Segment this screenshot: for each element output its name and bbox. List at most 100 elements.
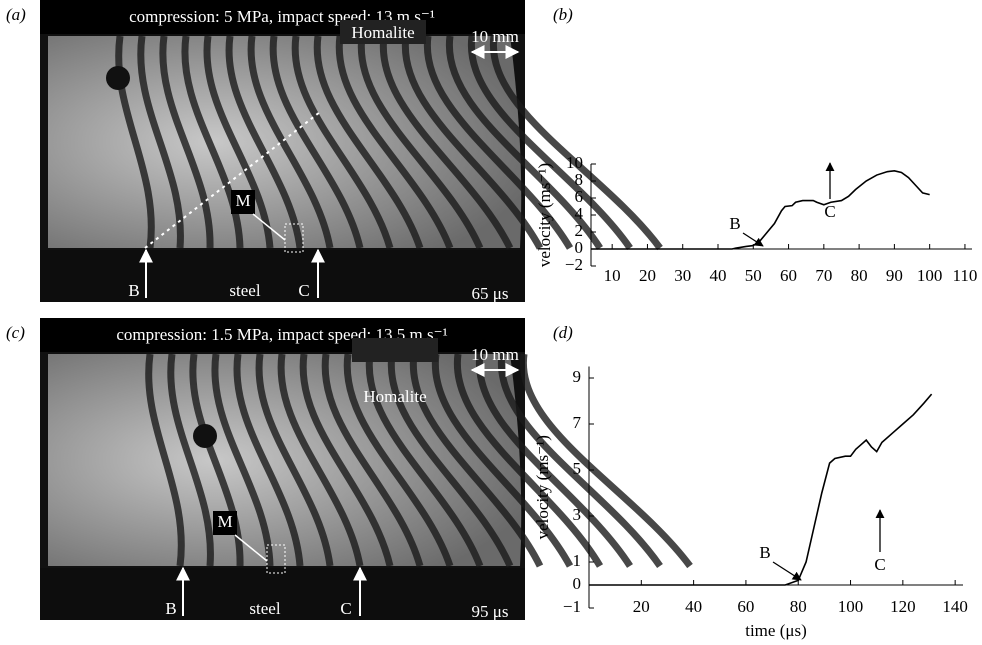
y-tick-label: 5: [573, 459, 582, 478]
fringe: [137, 35, 184, 249]
fringe: [159, 35, 214, 249]
marker-box: [231, 190, 255, 214]
x-tick-label: 90: [886, 266, 903, 285]
x-tick-label: 30: [674, 266, 691, 285]
arrow-c-label: C: [298, 281, 309, 300]
y-tick-label: 10: [566, 153, 583, 172]
fringe: [145, 353, 185, 567]
fringe: [291, 35, 394, 249]
x-tick-label: 40: [710, 266, 727, 285]
fringe: [357, 35, 484, 250]
base-label: steel: [249, 599, 280, 618]
fringe: [115, 35, 155, 249]
annotation: B: [759, 543, 770, 562]
photo: compression: 5 MPa, impact speed: 13 m s…: [40, 0, 663, 303]
x-tick-label: 20: [633, 597, 650, 616]
fringe: [497, 353, 663, 568]
velocity-line: [591, 169, 930, 250]
fringe: [489, 35, 663, 251]
marker: M: [235, 191, 250, 210]
caption-bar: [40, 318, 525, 352]
y-tick-label: −2: [565, 255, 583, 274]
fringe: [519, 353, 693, 569]
x-tick-label: 40: [685, 597, 702, 616]
x-axis-label: time (μs): [745, 621, 807, 640]
y-tick-label: 3: [573, 505, 582, 524]
y-axis-label: velocity (ms⁻¹): [535, 163, 554, 267]
y-tick-label: 0: [573, 574, 582, 593]
dashed-line: [144, 111, 321, 249]
x-tick-label: 60: [737, 597, 754, 616]
y-tick-label: −1: [563, 597, 581, 616]
fringe: [401, 35, 544, 250]
annotation-arrow: [742, 232, 764, 247]
arrow-b-label: B: [165, 599, 176, 618]
y-tick-label: 2: [575, 221, 584, 240]
annotation: C: [874, 555, 885, 574]
x-tick-label: 120: [890, 597, 916, 616]
marker-arrow: [234, 534, 268, 562]
annotation: C: [824, 202, 835, 221]
fringe: [343, 353, 454, 568]
x-tick-label: 50: [745, 266, 762, 285]
steel-strip: [40, 568, 525, 620]
fringe: [255, 353, 334, 567]
arrow-c-label: C: [340, 599, 351, 618]
gauge: [266, 544, 286, 574]
gauge: [284, 223, 304, 253]
fringe: [181, 35, 244, 249]
fringe: [467, 35, 633, 250]
y-tick-label: 1: [573, 551, 582, 570]
y-tick-label: 7: [573, 413, 582, 432]
fringe: [335, 35, 454, 250]
x-tick-label: 80: [851, 266, 868, 285]
fringe: [379, 35, 514, 250]
marker-arrow: [252, 213, 286, 241]
fringe: [409, 353, 544, 568]
time: 65 μs: [472, 284, 509, 303]
material-box: [352, 338, 438, 362]
fringe: [313, 35, 424, 250]
fringe: [365, 353, 484, 568]
fringe: [167, 353, 214, 567]
fringe: [247, 35, 334, 249]
x-tick-label: 80: [790, 597, 807, 616]
scale: 10 mm: [471, 27, 519, 46]
x-tick-label: 20: [639, 266, 656, 285]
material-box: [340, 20, 426, 44]
panel-label: (c): [6, 323, 25, 342]
fringe: [299, 353, 394, 567]
material: Homalite: [351, 23, 414, 42]
marker-box: [213, 511, 237, 535]
fringe: [211, 353, 274, 567]
fringe: [475, 353, 633, 568]
material: Homalite: [363, 387, 426, 406]
x-tick-label: 140: [942, 597, 968, 616]
panel-label: (b): [553, 5, 573, 24]
fringe: [445, 35, 603, 250]
x-tick-label: 100: [838, 597, 864, 616]
fringe: [423, 35, 574, 250]
x-tick-label: 60: [780, 266, 797, 285]
fringe: [277, 353, 364, 567]
y-tick-label: 4: [575, 204, 584, 223]
time: 95 μs: [472, 602, 509, 621]
photo: compression: 1.5 MPa, impact speed: 13.5…: [40, 318, 693, 621]
y-tick-label: 6: [575, 187, 584, 206]
fringe: [453, 353, 604, 568]
fringe: [225, 35, 304, 249]
scale: 10 mm: [471, 345, 519, 364]
panel-label: (a): [6, 5, 26, 24]
fringe: [431, 353, 574, 568]
panel-label: (d): [553, 323, 573, 342]
fringe: [321, 353, 424, 567]
x-tick-label: 110: [953, 266, 978, 285]
marker: M: [217, 512, 232, 531]
steel-strip: [40, 250, 525, 302]
base-label: steel: [229, 281, 260, 300]
y-tick-label: 9: [573, 367, 582, 386]
fringe: [269, 35, 364, 249]
y-tick-label: 0: [575, 238, 584, 257]
fringe: [203, 35, 274, 249]
